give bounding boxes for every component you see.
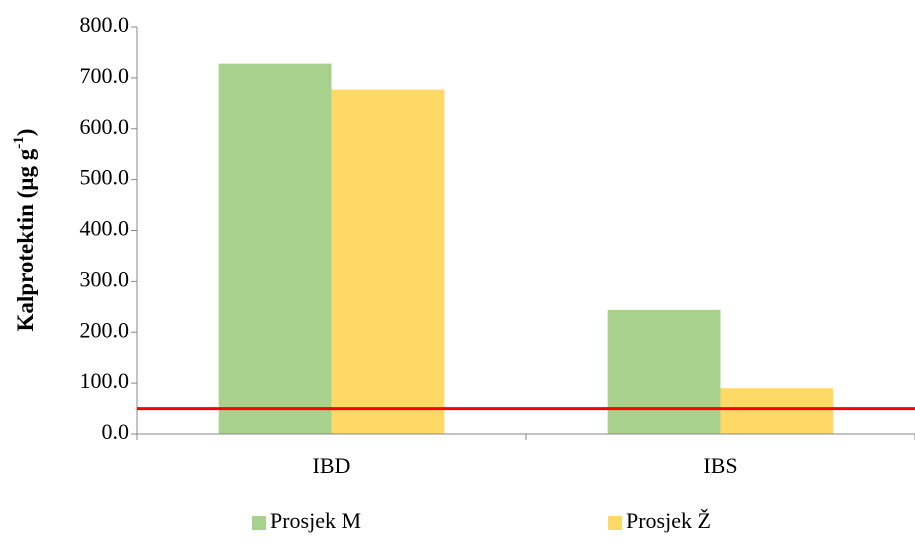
y-label-suffix: ) [13, 129, 38, 137]
y-tick-label: 700.0 [80, 63, 130, 88]
legend-label: Prosjek M [270, 508, 361, 533]
y-tick-label: 800.0 [80, 12, 130, 37]
y-tick-label: 400.0 [80, 216, 130, 241]
legend-label: Prosjek Ž [626, 508, 711, 533]
x-tick-label: IBD [313, 453, 351, 478]
legend-swatch [608, 516, 622, 530]
y-tick-label: 500.0 [80, 165, 130, 190]
y-axis-label: Kalprotektin (µg g-1) [11, 129, 38, 332]
y-label-text: Kalprotektin (µg g [13, 148, 38, 331]
bar [331, 89, 445, 435]
y-label-sup: -1 [11, 136, 27, 149]
bar [218, 63, 332, 434]
y-tick-label: 200.0 [80, 317, 130, 342]
y-tick-label: 100.0 [80, 368, 130, 393]
y-tick-label: 600.0 [80, 114, 130, 139]
legend-swatch [252, 516, 266, 530]
bar [720, 388, 834, 434]
bar [607, 309, 721, 434]
x-tick-label: IBS [703, 453, 737, 478]
y-tick-label: 0.0 [102, 419, 130, 444]
y-tick-label: 300.0 [80, 266, 130, 291]
